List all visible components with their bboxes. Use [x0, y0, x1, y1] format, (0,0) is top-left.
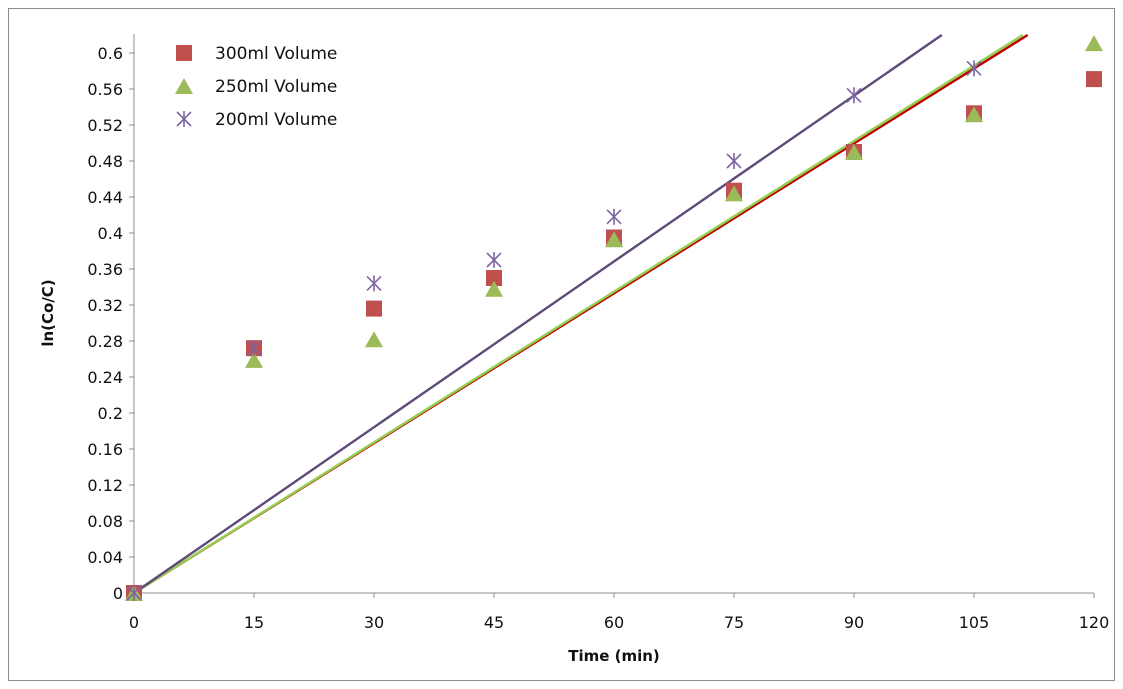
y-tick-label: 0.48 [87, 152, 123, 171]
legend-label-0: 300ml Volume [215, 44, 337, 64]
x-axis-title: Time (min) [568, 647, 660, 665]
y-tick-label: 0.52 [87, 116, 123, 135]
x-tick-group: 0 15 30 45 60 75 90 105 120 [129, 593, 1109, 632]
data-point-series-1 [965, 106, 983, 123]
data-point-series-0 [1086, 71, 1102, 88]
data-point-series-1 [365, 331, 383, 348]
data-point-series-2 [366, 275, 382, 292]
data-point-series-0 [366, 300, 382, 317]
x-tick-label: 105 [959, 613, 990, 632]
x-tick-label: 30 [364, 613, 384, 632]
y-tick-label: 0.12 [87, 476, 123, 495]
y-tick-label: 0.16 [87, 440, 123, 459]
x-tick-label: 15 [244, 613, 264, 632]
legend-label-1: 250ml Volume [215, 77, 337, 97]
x-tick-label: 75 [724, 613, 744, 632]
y-tick-label: 0.56 [87, 80, 123, 99]
legend: 300ml Volume 250ml Volume 200ml Volume [175, 44, 337, 130]
data-point-series-2 [126, 585, 142, 601]
x-tick-label: 90 [844, 613, 864, 632]
data-point-series-1 [845, 144, 863, 160]
y-tick-label: 0.36 [87, 260, 123, 279]
y-tick-label: 0.4 [98, 224, 123, 243]
data-point-series-1 [485, 280, 503, 297]
chart-frame [8, 8, 1115, 681]
data-point-series-1 [1085, 35, 1103, 52]
data-point-series-1 [725, 185, 743, 202]
y-tick-label: 0.32 [87, 296, 123, 315]
data-point-series-2 [606, 208, 622, 225]
trendline-series-1 [133, 33, 1024, 595]
data-point-series-2 [846, 87, 862, 104]
trendline-series-2 [133, 34, 943, 594]
data-point-series-1 [245, 351, 263, 368]
data-point-series-0 [486, 270, 502, 286]
y-tick-label: 0.44 [87, 188, 123, 207]
x-tick-label: 0 [129, 613, 139, 632]
y-tick-label: 0.08 [87, 512, 123, 531]
legend-label-2: 200ml Volume [215, 110, 337, 130]
data-point-series-2 [966, 60, 982, 77]
data-point-series-1 [605, 231, 623, 248]
x-tick-label: 60 [604, 613, 624, 632]
y-tick-label: 0.6 [98, 44, 123, 63]
legend-marker-1 [175, 78, 193, 94]
data-point-series-2 [246, 340, 262, 357]
y-tick-group: 0 0.04 0.08 0.12 0.16 0.2 0.24 0.28 0.32 0.36 0.4 0… [87, 44, 134, 603]
legend-marker-0 [176, 45, 192, 61]
y-tick-label: 0 [113, 584, 123, 603]
y-axis-title: ln(Co/C) [39, 279, 57, 346]
legend-marker-2 [176, 111, 192, 127]
y-tick-label: 0.2 [98, 404, 123, 423]
trendline-group [133, 33, 1029, 595]
data-point-group [125, 35, 1103, 601]
data-point-series-2 [486, 252, 502, 268]
y-tick-label: 0.04 [87, 548, 123, 567]
y-tick-label: 0.28 [87, 332, 123, 351]
x-tick-label: 120 [1079, 613, 1110, 632]
data-point-series-2 [726, 153, 742, 169]
x-tick-label: 45 [484, 613, 504, 632]
y-tick-label: 0.24 [87, 368, 123, 387]
